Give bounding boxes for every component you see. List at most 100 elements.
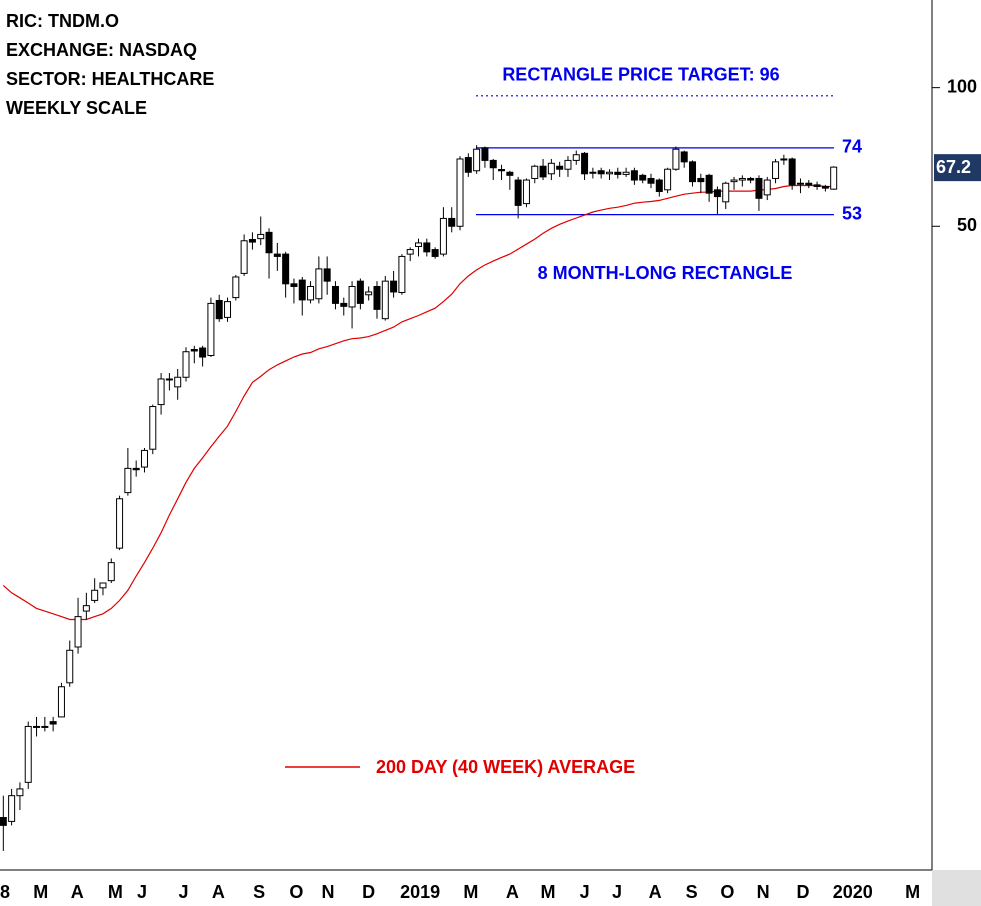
candle-body [373,285,381,310]
candle-body [672,148,680,170]
x-tick-label: A [506,882,519,902]
candle-body [556,165,564,170]
legend-label: 200 DAY (40 WEEK) AVERAGE [376,757,635,777]
candle-body [132,467,140,471]
candle-body [498,169,506,172]
x-tick-label: N [757,882,770,902]
target-label: RECTANGLE PRICE TARGET: 96 [502,65,779,85]
candle-body [722,182,730,203]
candle-body [24,725,32,783]
x-tick-label: M [905,882,920,902]
candle-body [622,171,630,175]
candle-body [481,147,489,161]
candle-body [805,182,813,186]
candle-body [531,165,539,179]
candle-body [431,249,439,257]
candle-body [8,795,16,822]
level-label: 74 [842,137,862,157]
x-tick-label: J [179,882,189,902]
candle-body [589,171,597,174]
candle-body [473,148,481,172]
candle-body [572,154,580,161]
candle-body [747,177,755,181]
x-tick-label: J [612,882,622,902]
candle-body [165,378,173,381]
candle-body [257,233,265,240]
candle-body [340,302,348,307]
candle-body [655,179,663,192]
candle-body [116,498,124,549]
candle-body [149,406,157,450]
candle-body [298,279,306,301]
candle-body [564,159,572,170]
x-tick-label: M [463,882,478,902]
candle-body [66,649,74,684]
candle-body [464,157,472,173]
candle-body [614,171,622,175]
candle-body [547,162,555,175]
candle-body [713,189,721,198]
candle-body [0,817,7,826]
x-tick-label: M [33,882,48,902]
candle-body [664,168,672,191]
candle-body [763,179,771,196]
candle-body [830,166,838,190]
annotation: SECTOR: HEALTHCARE [6,69,214,89]
candle-body [821,185,829,189]
x-tick-label: N [321,882,334,902]
x-tick-label: D [796,882,809,902]
candle-body [705,174,713,194]
x-tick-label: M [541,882,556,902]
corner-box [932,870,981,906]
candle-body [647,177,655,184]
candle-body [489,159,497,169]
candle-body [415,242,422,247]
candle-body [307,285,315,301]
x-tick-label: 2020 [833,882,873,902]
candle-body [240,240,248,274]
x-tick-label: O [289,882,303,902]
candle-body [91,589,99,601]
x-tick-label: A [71,882,84,902]
candle-body [423,242,431,253]
candle-body [539,165,547,178]
candle-body [107,562,115,582]
candle-body [597,170,605,175]
y-tick-label: 50 [957,215,977,235]
candle-body [57,686,65,718]
candle-body [456,158,464,227]
x-tick-label: A [649,882,662,902]
candle-body [323,268,331,282]
candle-body [680,151,688,163]
candle-body [772,161,780,179]
annotation: WEEKLY SCALE [6,98,147,118]
last-price-box [934,154,981,182]
candle-body [738,177,746,181]
candle-body [49,721,57,725]
x-tick-label: M [108,882,123,902]
candle-body [207,302,215,357]
candle-body [99,582,107,589]
candle-body [506,171,514,176]
candle-body [639,174,647,181]
candle-body [315,268,323,300]
candle-body [273,253,281,257]
annotation: RIC: TNDM.O [6,11,119,31]
candle-body [630,170,638,181]
candle-body [813,184,821,187]
x-tick-label: S [253,882,265,902]
candle-body [74,616,82,648]
candle-body [448,217,456,227]
annotation: EXCHANGE: NASDAQ [6,40,197,60]
moving-average-line [2,184,834,621]
candle-body [331,285,339,304]
candle-body [16,788,24,797]
candle-body [697,177,705,183]
candle-body [215,299,223,320]
candle-body [398,255,406,294]
candle-body [796,182,804,185]
candle-body [780,158,788,161]
x-tick-label: S [686,882,698,902]
candle-body [265,231,273,254]
